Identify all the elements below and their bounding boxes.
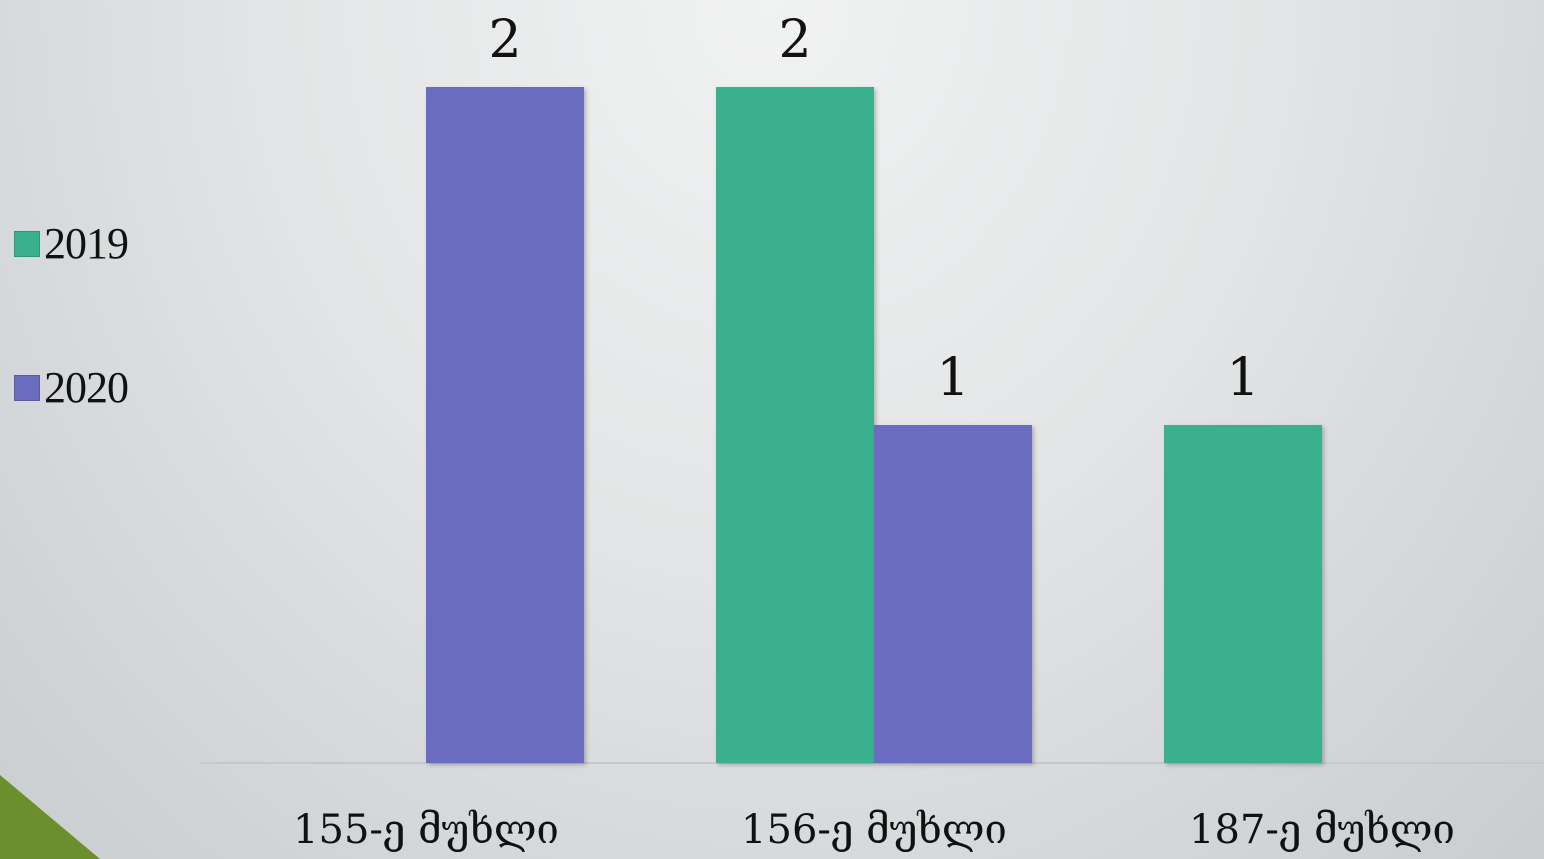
- legend-item-2019: 2019: [14, 219, 129, 268]
- data-label-2020-1: 2: [488, 10, 521, 70]
- legend-label-2020: 2020: [44, 363, 129, 412]
- bar-2020-2: [874, 425, 1032, 763]
- bar-2019-3: [1164, 425, 1322, 763]
- data-label-2020-2: 1: [936, 348, 969, 408]
- legend-swatch-2020: [14, 375, 40, 401]
- corner-decoration: [0, 775, 100, 859]
- legend-item-2020: 2020: [14, 363, 129, 412]
- data-label-2019-2: 2: [778, 10, 811, 70]
- legend-label-2019: 2019: [44, 219, 129, 268]
- bar-2019-2: [716, 87, 874, 763]
- legend-swatch-2019: [14, 231, 40, 257]
- bar-2020-1: [426, 87, 584, 763]
- category-label-3: 187-ე მუხლი: [1189, 807, 1455, 853]
- legend: 2019 2020: [14, 219, 129, 508]
- data-label-2019-3: 1: [1226, 348, 1259, 408]
- category-label-1: 155-ე მუხლი: [293, 807, 559, 853]
- category-label-2: 156-ე მუხლი: [741, 807, 1007, 853]
